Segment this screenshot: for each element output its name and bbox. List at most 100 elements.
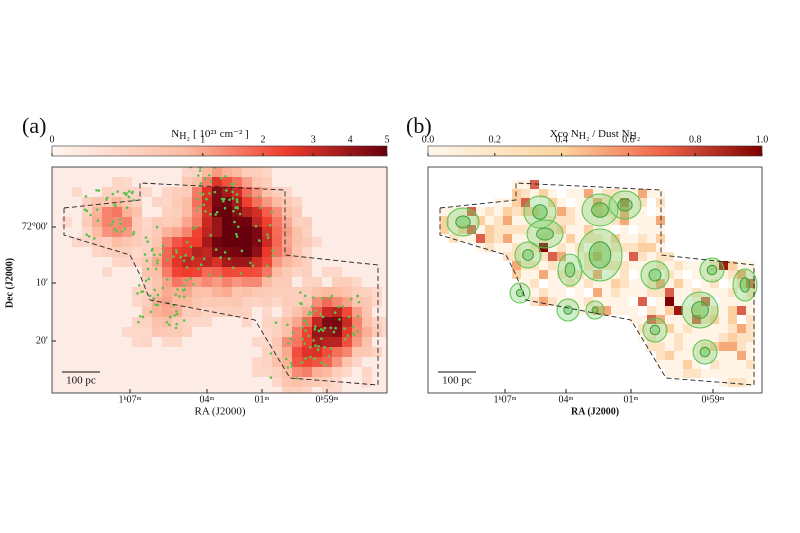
- map-pixel: [122, 217, 132, 227]
- map-pixel: [530, 207, 539, 216]
- cloud-dot: [122, 191, 126, 195]
- map-pixel: [557, 261, 566, 270]
- cloud-dot: [168, 323, 171, 327]
- map-pixel: [172, 187, 182, 197]
- map-pixel: [372, 347, 382, 357]
- map-pixel: [162, 187, 172, 197]
- contour: [522, 249, 534, 261]
- map-pixel: [494, 207, 503, 216]
- cloud-dot: [227, 257, 231, 261]
- cloud-dot: [312, 339, 315, 342]
- map-pixel: [202, 237, 212, 247]
- map-pixel: [512, 270, 521, 279]
- map-pixel: [272, 197, 282, 207]
- map-pixel: [584, 270, 593, 279]
- map-pixel: [530, 288, 539, 297]
- cloud-dot: [251, 264, 255, 267]
- cloud-dot: [150, 249, 154, 252]
- map-pixel: [342, 277, 352, 287]
- map-pixel: [202, 197, 212, 207]
- map-pixel: [282, 287, 292, 297]
- map-pixel: [292, 367, 302, 377]
- cloud-dot: [172, 255, 175, 258]
- map-pixel: [737, 333, 746, 342]
- map-pixel: [92, 197, 102, 207]
- map-pixel: [494, 198, 503, 207]
- map-pixel: [292, 247, 302, 257]
- map-pixel: [212, 167, 222, 177]
- map-pixel: [322, 297, 332, 307]
- map-pixel: [647, 324, 656, 333]
- map-pixel: [272, 287, 282, 297]
- map-pixel: [656, 351, 665, 360]
- map-pixel: [182, 307, 192, 317]
- map-pixel: [476, 243, 485, 252]
- map-pixel: [92, 237, 102, 247]
- map-pixel: [372, 287, 382, 297]
- contour: [739, 277, 751, 293]
- map-pixel: [162, 297, 172, 307]
- map-pixel: [302, 357, 312, 367]
- map-pixel: [242, 307, 252, 317]
- map-pixel: [638, 243, 647, 252]
- map-pixel: [602, 252, 611, 261]
- map-pixel: [142, 337, 152, 347]
- map-pixel: [162, 237, 172, 247]
- cloud-dot: [132, 230, 136, 234]
- map-pixel: [362, 307, 372, 317]
- cloud-dot: [153, 288, 156, 292]
- map-pixel: [620, 207, 629, 216]
- map-pixel: [656, 189, 665, 198]
- map-pixel: [192, 177, 202, 187]
- map-pixel: [539, 207, 548, 216]
- cloud-dot: [182, 259, 186, 262]
- map-pixel: [521, 225, 530, 234]
- map-pixel: [674, 315, 683, 324]
- map-pixel: [162, 257, 172, 267]
- map-pixel: [242, 177, 252, 187]
- map-pixel: [485, 243, 494, 252]
- map-pixel: [665, 279, 674, 288]
- map-pixel: [611, 234, 620, 243]
- map-pixel: [152, 297, 162, 307]
- map-pixel: [152, 237, 162, 247]
- map-pixel: [485, 207, 494, 216]
- map-pixel: [683, 333, 692, 342]
- map-pixel: [638, 216, 647, 225]
- map-pixel: [701, 306, 710, 315]
- map-pixel: [683, 306, 692, 315]
- colorbar-tick-label: 0.6: [622, 134, 635, 145]
- map-pixel: [272, 237, 282, 247]
- map-pixel: [352, 297, 362, 307]
- map-pixel: [728, 315, 737, 324]
- cloud-dot: [223, 251, 227, 254]
- contour: [699, 257, 725, 283]
- map-pixel: [575, 225, 584, 234]
- map-pixel: [142, 227, 152, 237]
- contour: [642, 317, 668, 343]
- map-pixel: [272, 187, 282, 197]
- cloud-dot: [213, 190, 217, 194]
- map-pixel: [602, 198, 611, 207]
- map-pixel: [575, 297, 584, 306]
- map-pixel: [485, 234, 494, 243]
- x-tick-label: 04ᵐ: [200, 394, 215, 405]
- map-pixel: [212, 227, 222, 237]
- map-pixel: [272, 227, 282, 237]
- map-pixel: [692, 342, 701, 351]
- cloud-dot: [299, 291, 302, 294]
- map-pixel: [192, 317, 202, 327]
- map-pixel: [512, 225, 521, 234]
- map-pixel: [252, 257, 262, 267]
- contour: [446, 207, 480, 237]
- cloud-dot: [321, 329, 325, 332]
- cloud-dot: [123, 227, 127, 230]
- map-pixel: [593, 207, 602, 216]
- map-pixel: [322, 287, 332, 297]
- map-pixel: [665, 369, 674, 378]
- map-pixel: [647, 189, 656, 198]
- map-pixel: [162, 197, 172, 207]
- map-pixel: [692, 333, 701, 342]
- map-pixel: [312, 287, 322, 297]
- map-pixel: [242, 197, 252, 207]
